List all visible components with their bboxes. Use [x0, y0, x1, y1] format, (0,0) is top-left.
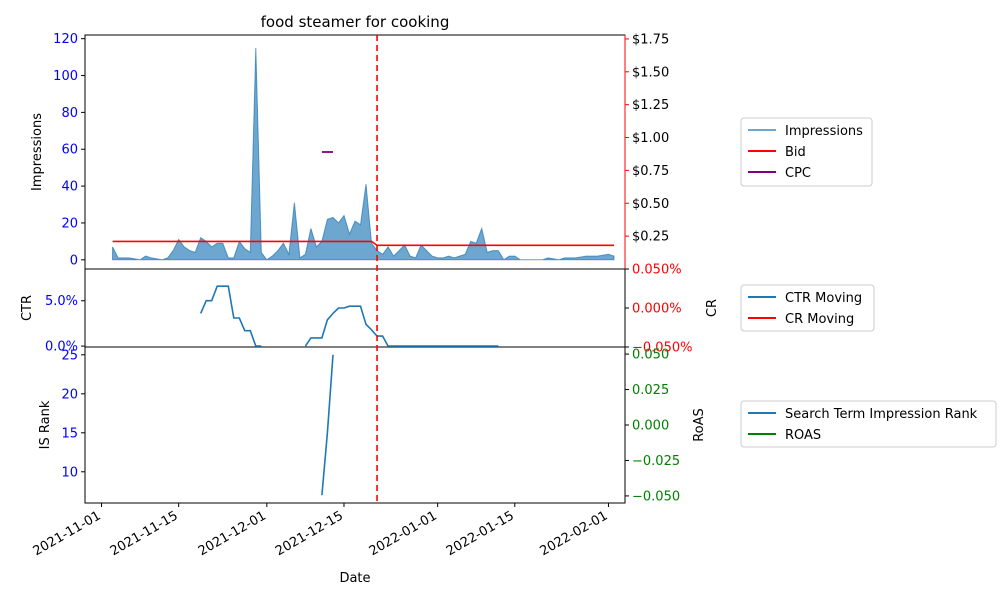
xlabel-date: Date	[339, 571, 370, 586]
y-tick-label-0-6: 120	[53, 32, 78, 47]
ylabel-is-rank: IS Rank	[38, 400, 53, 449]
y2-tick-label-2-4: 0.050	[632, 348, 669, 363]
legend-middle: CTR Moving CR Moving	[740, 284, 875, 332]
y2-tick-label-2-0: −0.050	[632, 489, 680, 504]
y-tick-label-2-3: 25	[61, 348, 78, 363]
y2-tick-label-0-1: $0.50	[632, 197, 669, 212]
y2-tick-label-0-0: $0.25	[632, 230, 669, 245]
legend-bid: Bid	[785, 145, 806, 160]
y-tick-label-0-2: 40	[61, 180, 78, 195]
y-tick-label-2-0: 10	[61, 465, 78, 480]
y2-tick-label-1-0: −0.050%	[632, 341, 692, 356]
y2-tick-label-2-1: −0.025	[632, 454, 680, 469]
legend-impressions: Impressions	[785, 124, 863, 139]
chart-axes: 0 20 40 60 80 100 120 $0.25 $0.50 $0.75 $1.00 $1.25…	[31, 32, 693, 559]
ylabel-cr: CR	[705, 299, 720, 317]
chart-marks	[112, 35, 615, 503]
x-tick-label-0: 2021-11-01	[31, 508, 104, 559]
x-tick-label-1: 2021-11-15	[108, 508, 181, 559]
bid-line	[112, 240, 614, 247]
ylabel-roas: RoAS	[692, 408, 707, 442]
legend-cpc: CPC	[785, 166, 811, 181]
y-tick-label-0-3: 60	[61, 143, 78, 158]
y2-tick-label-0-2: $0.75	[632, 164, 669, 179]
legend-roas: ROAS	[785, 428, 821, 443]
legend-ctr-moving: CTR Moving	[785, 291, 862, 306]
x-tick-label-6: 2022-02-01	[538, 508, 611, 559]
y2-tick-label-2-2: 0.000	[632, 419, 669, 434]
y-tick-label-2-2: 20	[61, 387, 78, 402]
x-tick-label-2: 2021-12-01	[196, 508, 269, 559]
ctr-moving-line-0	[199, 285, 262, 347]
legend-cr-moving: CR Moving	[785, 312, 854, 327]
impressions-area	[112, 47, 615, 261]
panel-middle-frame	[84, 268, 626, 348]
y-tick-label-0-0: 0	[70, 253, 78, 268]
y-tick-label-1-0: 0.0%	[45, 340, 78, 355]
x-tick-label-5: 2022-01-15	[444, 508, 517, 559]
y-tick-label-1-1: 5.0%	[45, 294, 78, 309]
y-tick-label-0-1: 20	[61, 216, 78, 231]
y-tick-label-0-4: 80	[61, 106, 78, 121]
y-tick-label-2-1: 15	[61, 426, 78, 441]
panel-bottom-frame	[84, 346, 626, 504]
y2-tick-label-0-5: $1.50	[632, 65, 669, 80]
y2-tick-label-0-6: $1.75	[632, 32, 669, 47]
y2-tick-label-1-2: 0.050%	[632, 263, 682, 278]
legend-is-rank: Search Term Impression Rank	[785, 407, 978, 422]
ylabel-impressions: Impressions	[30, 113, 45, 191]
y2-tick-label-2-3: 0.025	[632, 383, 669, 398]
legend-top: Impressions Bid CPC	[740, 117, 873, 187]
y-tick-label-0-5: 100	[53, 69, 78, 84]
ylabel-ctr: CTR	[20, 295, 35, 321]
x-tick-label-3: 2021-12-15	[273, 508, 346, 559]
ctr-moving-line-1	[304, 305, 499, 347]
is-rank-line	[321, 354, 334, 496]
y2-tick-label-0-3: $1.00	[632, 131, 669, 146]
x-tick-label-4: 2022-01-01	[367, 508, 440, 559]
y2-tick-label-0-4: $1.25	[632, 98, 669, 113]
y2-tick-label-1-1: 0.000%	[632, 302, 682, 317]
chart-title: food steamer for cooking	[261, 13, 450, 31]
legend-bottom: Search Term Impression Rank ROAS	[740, 400, 997, 448]
